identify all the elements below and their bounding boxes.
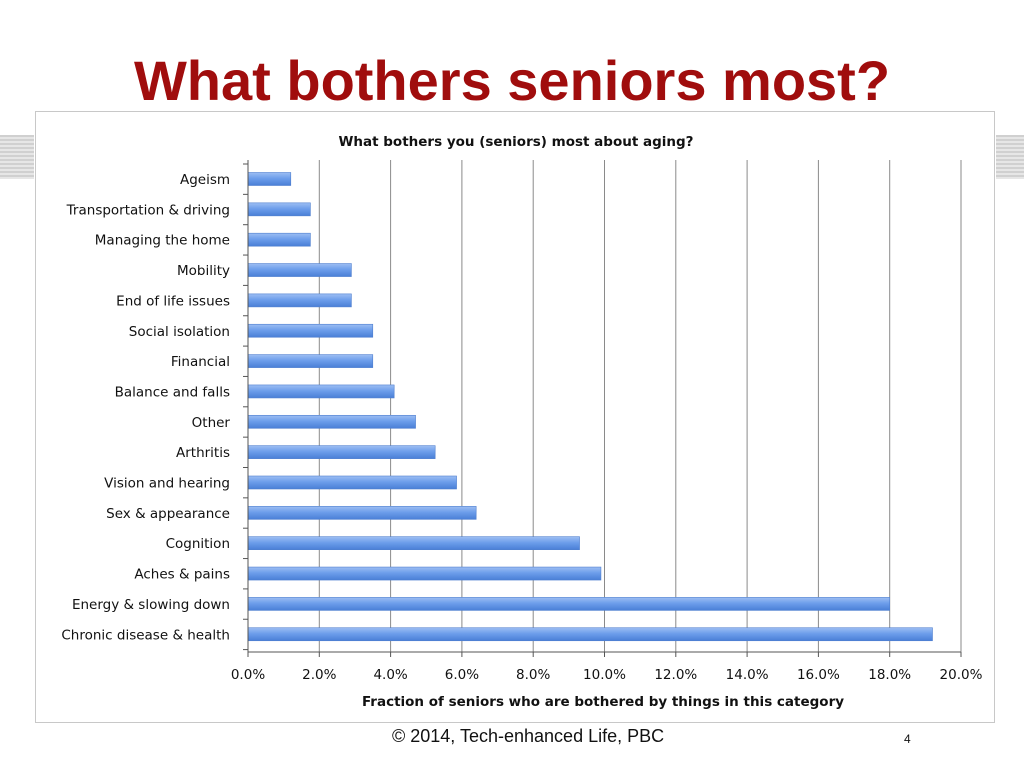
category-label: Balance and falls <box>115 384 230 400</box>
category-label: Transportation & driving <box>66 202 230 218</box>
bar <box>247 445 436 459</box>
bar <box>247 202 311 217</box>
bar <box>247 566 602 581</box>
bar <box>247 597 891 611</box>
x-tick-label: 14.0% <box>726 667 769 683</box>
bar <box>247 354 374 368</box>
x-tick-label: 6.0% <box>445 667 479 683</box>
bar <box>247 263 352 277</box>
category-label: Vision and hearing <box>104 476 230 492</box>
chart-title: What bothers you (seniors) most about ag… <box>339 134 694 150</box>
x-tick-label: 4.0% <box>373 667 407 683</box>
bar <box>247 475 457 490</box>
x-tick-label: 12.0% <box>654 667 697 683</box>
bar <box>247 384 395 399</box>
slide-title: What bothers seniors most? <box>133 49 891 112</box>
decorative-band-left <box>0 135 34 179</box>
bar <box>247 627 933 642</box>
bar <box>247 232 311 247</box>
axes <box>243 160 962 657</box>
category-label: Chronic disease & health <box>61 627 230 643</box>
category-label: End of life issues <box>116 293 230 309</box>
bar <box>247 506 477 520</box>
category-label: Sex & appearance <box>106 506 230 522</box>
bar <box>247 172 292 186</box>
slide-number: 4 <box>904 732 911 746</box>
x-axis-title: Fraction of seniors who are bothered by … <box>362 694 844 710</box>
x-tick-label: 10.0% <box>583 667 626 683</box>
bar <box>247 323 374 338</box>
category-labels: Ageism Transportation & driving Managing t… <box>61 172 230 643</box>
copyright-footer: © 2014, Tech-enhanced Life, PBC <box>392 726 665 746</box>
bar <box>247 414 416 429</box>
gridlines <box>318 160 962 652</box>
bar <box>247 536 580 551</box>
decorative-band-right <box>996 135 1024 179</box>
bar-chart: What bothers you (seniors) most about ag… <box>61 134 983 710</box>
category-label: Aches & pains <box>134 567 230 583</box>
category-label: Arthritis <box>176 445 230 461</box>
category-label: Ageism <box>180 172 230 188</box>
x-tick-label: 16.0% <box>797 667 840 683</box>
category-label: Other <box>192 415 231 431</box>
category-label: Managing the home <box>95 233 230 249</box>
x-tick-label: 0.0% <box>231 667 265 683</box>
bar <box>247 293 352 308</box>
category-label: Financial <box>171 354 230 370</box>
x-tick-label: 2.0% <box>302 667 336 683</box>
x-tick-labels: 0.0% 2.0% 4.0% 6.0% 8.0% 10.0% 12.0% 14.0% 16.0%… <box>231 667 983 683</box>
x-tick-label: 20.0% <box>940 667 983 683</box>
x-tick-label: 18.0% <box>868 667 911 683</box>
category-label: Energy & slowing down <box>72 597 230 613</box>
category-label: Mobility <box>177 263 230 279</box>
bars <box>247 172 933 642</box>
chart-frame: What bothers you (seniors) most about ag… <box>35 111 995 723</box>
category-label: Cognition <box>166 536 230 552</box>
category-label: Social isolation <box>129 324 230 340</box>
x-tick-label: 8.0% <box>516 667 550 683</box>
